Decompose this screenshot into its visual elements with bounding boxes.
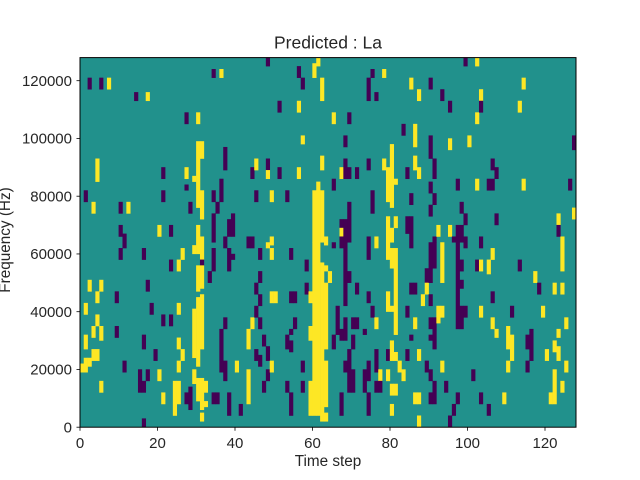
svg-text:20000: 20000 (30, 362, 72, 379)
svg-text:Time step: Time step (295, 453, 362, 470)
svg-text:40: 40 (227, 435, 244, 452)
svg-text:60: 60 (304, 435, 321, 452)
svg-text:120: 120 (532, 435, 557, 452)
svg-text:0: 0 (76, 435, 84, 452)
svg-text:20: 20 (149, 435, 166, 452)
svg-text:80: 80 (382, 435, 399, 452)
svg-text:80000: 80000 (30, 188, 72, 205)
svg-text:100000: 100000 (22, 131, 72, 148)
svg-text:40000: 40000 (30, 304, 72, 321)
svg-text:Frequency (Hz): Frequency (Hz) (0, 187, 14, 292)
svg-text:0: 0 (64, 419, 72, 436)
svg-text:60000: 60000 (30, 246, 72, 263)
svg-text:Predicted : La: Predicted : La (274, 32, 382, 52)
svg-text:120000: 120000 (22, 73, 72, 90)
svg-text:100: 100 (455, 435, 480, 452)
